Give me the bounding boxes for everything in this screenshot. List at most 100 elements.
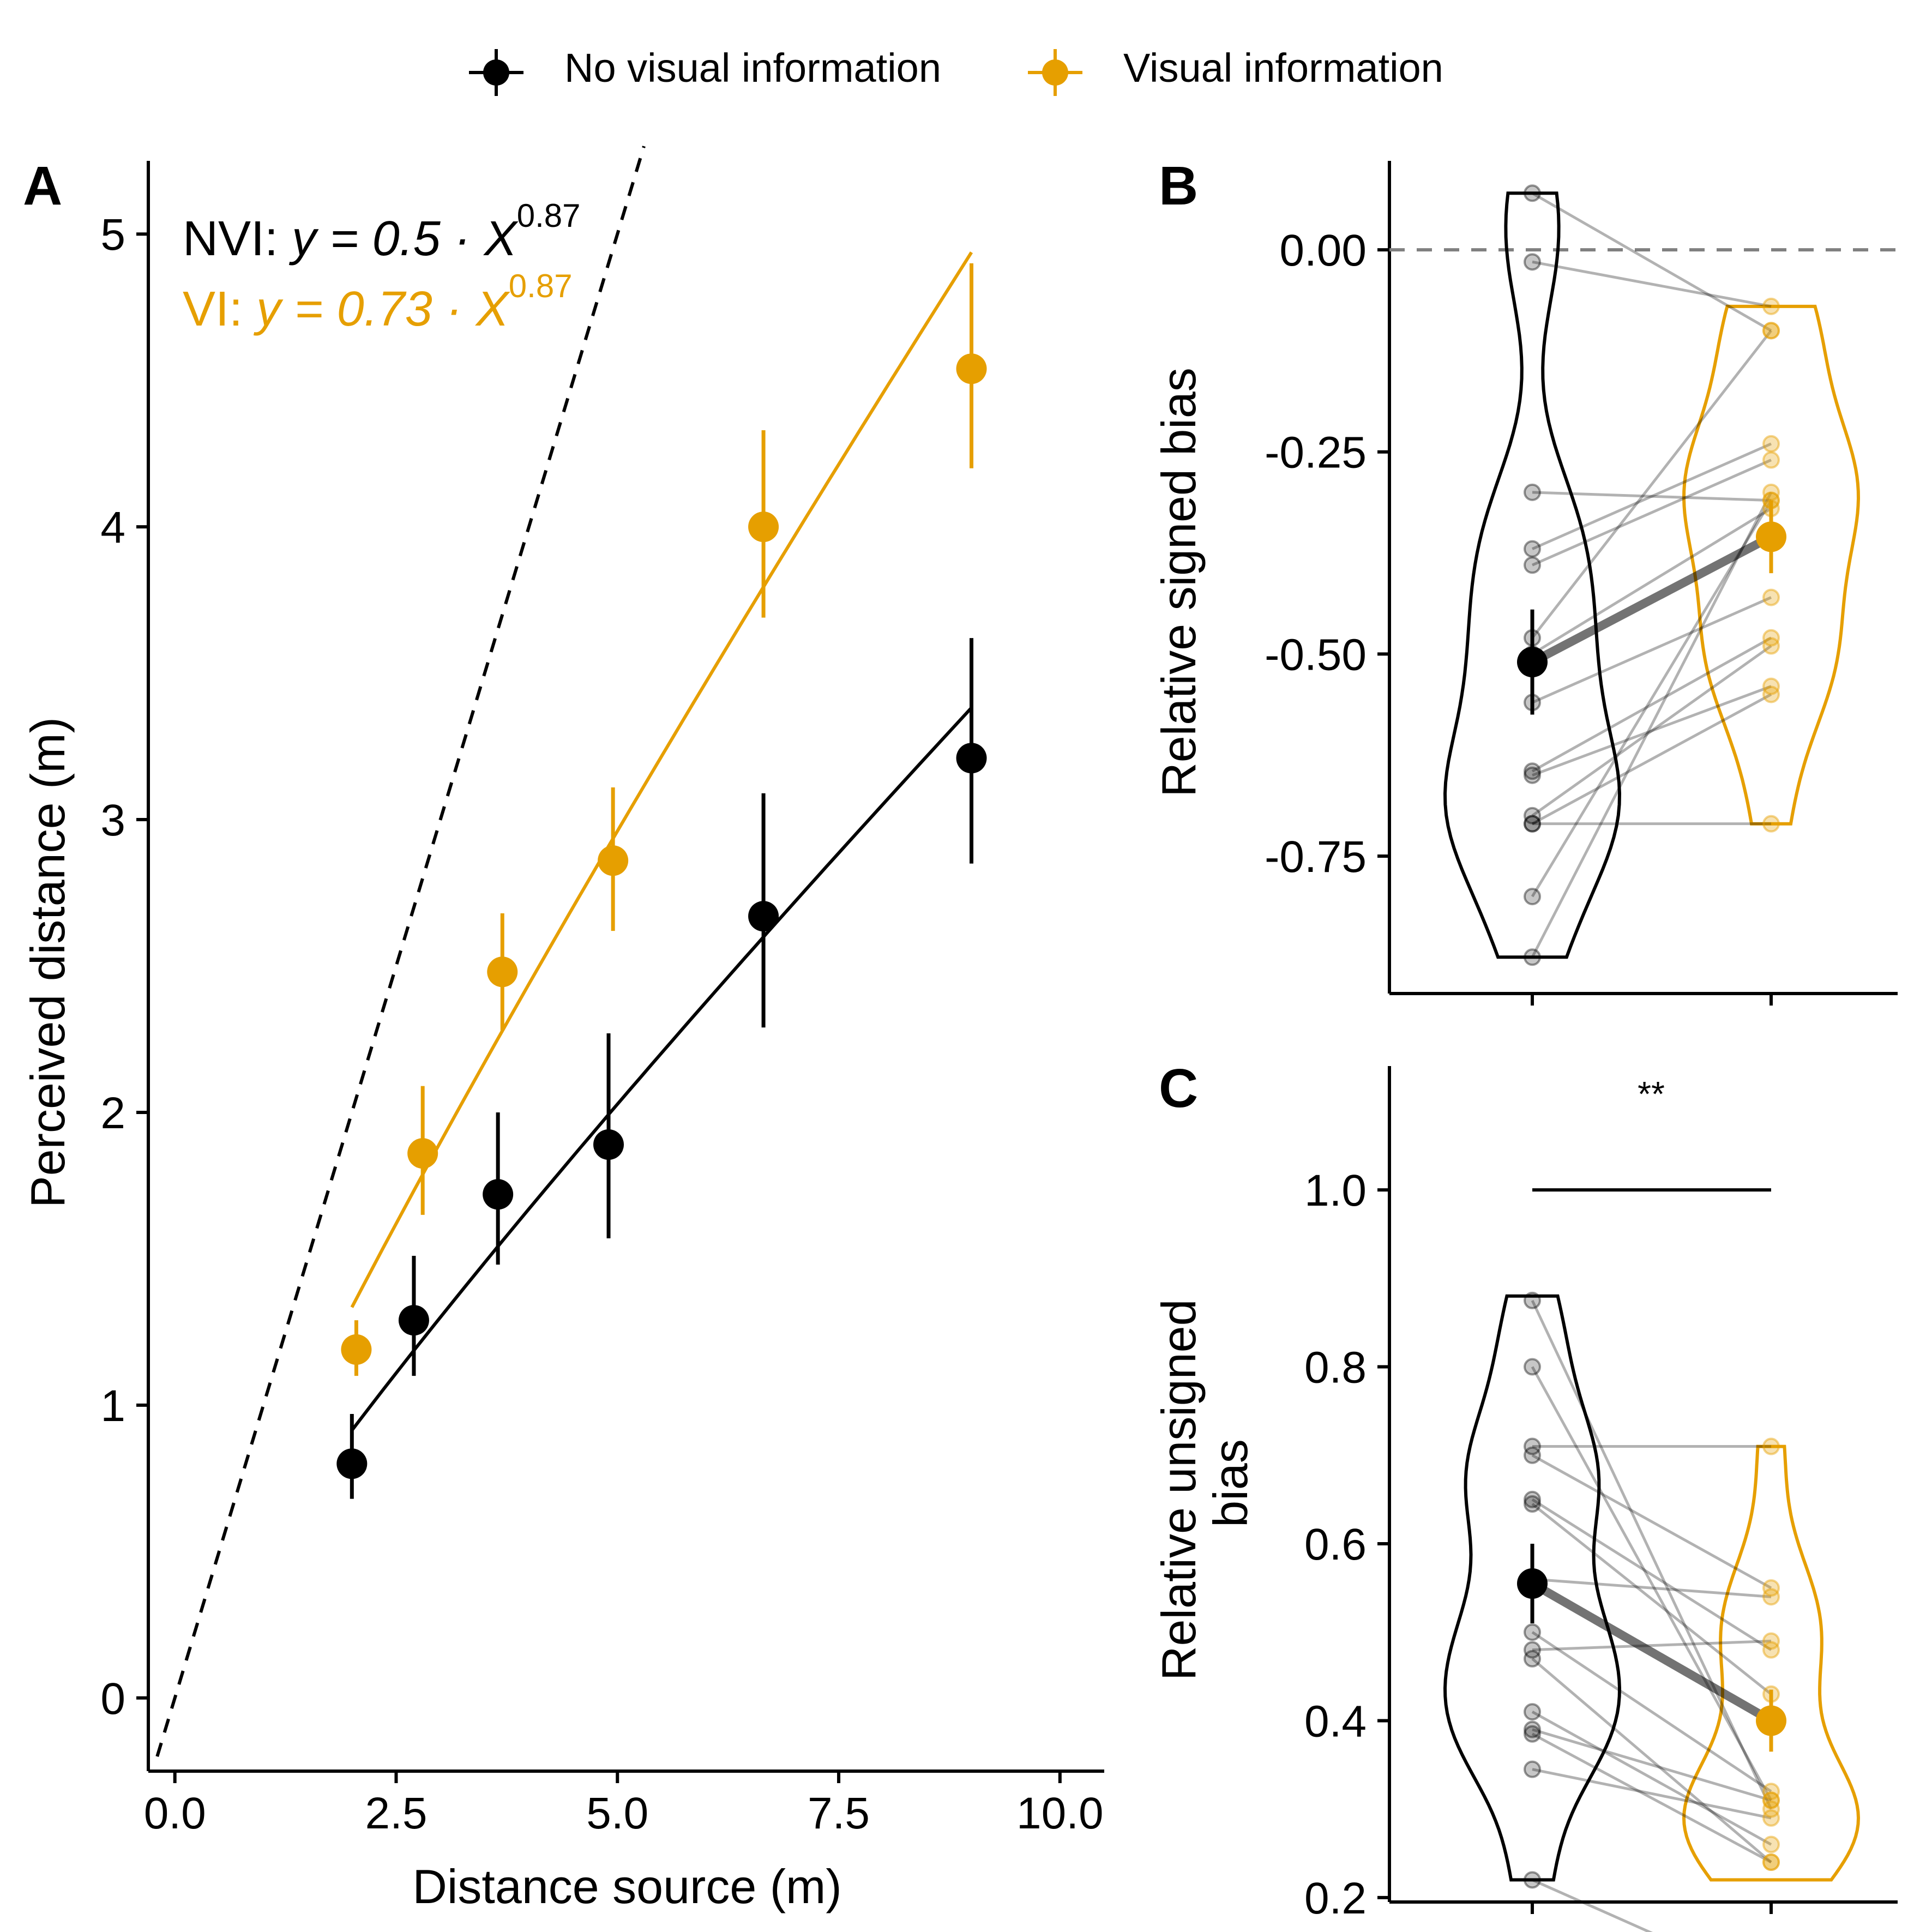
data-point-nvi <box>956 743 987 774</box>
data-point-nvi <box>398 1305 429 1336</box>
legend-label-nvi: No visual information <box>564 45 941 91</box>
subject-point-vi <box>1762 1835 1780 1853</box>
identity-reference-line <box>155 146 646 1758</box>
subject-point-vi <box>1762 1800 1780 1818</box>
subject-point-nvi <box>1524 762 1541 780</box>
subject-point-vi <box>1762 1588 1780 1606</box>
legend-key-vi <box>1028 49 1082 96</box>
subject-line <box>1531 499 1773 898</box>
panel-b-ylabel: Relative signed bias <box>1152 368 1206 797</box>
equation-nvi: NVI: y = 0.5 · X0.87 <box>183 197 581 266</box>
panel-c-y-tick-label: 0.2 <box>1304 1874 1367 1923</box>
mean-connection-line <box>1530 1580 1773 1725</box>
panel-c: 0.2 0.4 0.6 0.8 1.0 Relative unsigned bias *… <box>1152 1066 1898 1932</box>
subject-line <box>1531 1711 1772 1846</box>
subject-point-vi <box>1762 322 1780 340</box>
fit-line-nvi <box>350 706 973 1431</box>
subject-point-nvi <box>1524 1291 1541 1309</box>
panel-b-y-tick-label: -0.75 <box>1265 832 1367 882</box>
subject-point-nvi <box>1524 1703 1541 1721</box>
legend-key-nvi <box>469 49 523 96</box>
subject-line <box>1531 636 1772 773</box>
subject-line <box>1531 192 1772 332</box>
subject-point-vi <box>1762 637 1780 655</box>
equation-vi: VI: y = 0.73 · X0.87 <box>183 268 573 336</box>
subject-point-vi <box>1762 483 1780 501</box>
subject-point-nvi <box>1524 1437 1541 1455</box>
subject-line <box>1531 1454 1772 1590</box>
panel-b-y-tick-label: -0.50 <box>1265 630 1367 679</box>
subject-line <box>1531 693 1772 825</box>
panel-label-c: C <box>1159 1058 1198 1119</box>
panel-b: 0.00 -0.25 -0.50 -0.75 Relative signed bias <box>1152 161 1898 1006</box>
data-point-nvi <box>336 1448 368 1479</box>
subject-line <box>1531 459 1772 567</box>
subject-point-nvi <box>1524 766 1541 784</box>
equation-vi-label: VI: <box>183 282 256 336</box>
equation-vi-expr: y = 0.73 · X <box>253 282 510 336</box>
subject-line <box>1531 645 1772 817</box>
subject-line <box>1531 329 1772 639</box>
panel-a-y-tick-label: 5 <box>100 210 125 260</box>
data-point-vi <box>487 956 518 988</box>
panel-label-b: B <box>1159 155 1198 216</box>
subject-line <box>1531 596 1772 704</box>
mean-point-nvi <box>1517 647 1548 678</box>
legend-label-vi: Visual information <box>1123 45 1443 91</box>
panel-a: 0.0 2.5 5.0 7.5 10.0 0 1 2 3 4 5 NVI: y = 0.5 · X0… <box>21 146 1104 1913</box>
subject-line <box>1532 685 1772 777</box>
subject-point-nvi <box>1524 1641 1541 1659</box>
panel-a-y-tick-label: 4 <box>100 503 125 552</box>
subject-point-vi <box>1762 629 1780 647</box>
subject-point-vi <box>1762 1579 1780 1597</box>
subject-line <box>1532 1578 1772 1598</box>
panel-a-fit-lines <box>350 251 973 1431</box>
subject-point-nvi <box>1524 1623 1541 1641</box>
panel-a-y-tick-label: 1 <box>100 1381 125 1431</box>
subject-point-vi <box>1762 588 1780 606</box>
subject-line <box>1531 1299 1773 1810</box>
subject-point-vi <box>1762 322 1780 340</box>
panel-c-y-tick-label: 0.4 <box>1304 1696 1367 1746</box>
subject-line <box>1531 1366 1773 1801</box>
subject-line <box>1532 1728 1772 1802</box>
subject-line <box>1531 1732 1772 1864</box>
data-point-vi <box>407 1138 438 1169</box>
panel-a-x-tick-label: 2.5 <box>365 1789 427 1838</box>
subject-point-vi <box>1762 685 1780 703</box>
panel-c-ylabel: Relative unsigned bias <box>1152 1286 1257 1681</box>
fit-line-vi <box>350 251 973 1308</box>
panel-a-y-tick-label: 3 <box>100 796 125 845</box>
subject-point-vi <box>1762 1632 1780 1650</box>
subject-point-vi <box>1762 1437 1780 1455</box>
panel-c-marks <box>1443 1188 1861 1932</box>
subject-point-nvi <box>1524 1495 1541 1513</box>
data-point-nvi <box>748 901 779 932</box>
subject-point-vi <box>1762 1853 1780 1871</box>
subject-point-vi <box>1762 435 1780 453</box>
panel-a-reference <box>155 146 646 1758</box>
subject-point-nvi <box>1524 1650 1541 1668</box>
subject-point-nvi <box>1524 806 1541 824</box>
data-point-vi <box>341 1334 372 1365</box>
data-point-nvi <box>593 1129 624 1160</box>
subject-point-vi <box>1762 1853 1780 1871</box>
subject-point-nvi <box>1524 556 1541 574</box>
subject-line <box>1531 507 1772 655</box>
subject-line <box>1531 491 1773 958</box>
subject-point-nvi <box>1524 1725 1541 1743</box>
mean-point-vi <box>1756 521 1786 552</box>
subject-line <box>1532 260 1772 308</box>
data-point-vi <box>598 845 629 876</box>
panel-c-ylabel-line2: bias <box>1203 1439 1257 1527</box>
panel-a-xlabel: Distance source (m) <box>412 1859 841 1913</box>
violin-nvi <box>1443 191 1622 959</box>
panel-b-y-tick-label: -0.25 <box>1265 428 1367 478</box>
subject-line <box>1531 442 1772 550</box>
subject-line <box>1531 1657 1772 1863</box>
equation-vi-exp: 0.87 <box>509 268 573 304</box>
subject-point-nvi <box>1524 1720 1541 1738</box>
subject-point-nvi <box>1524 1490 1541 1508</box>
violin-nvi <box>1443 1294 1622 1882</box>
